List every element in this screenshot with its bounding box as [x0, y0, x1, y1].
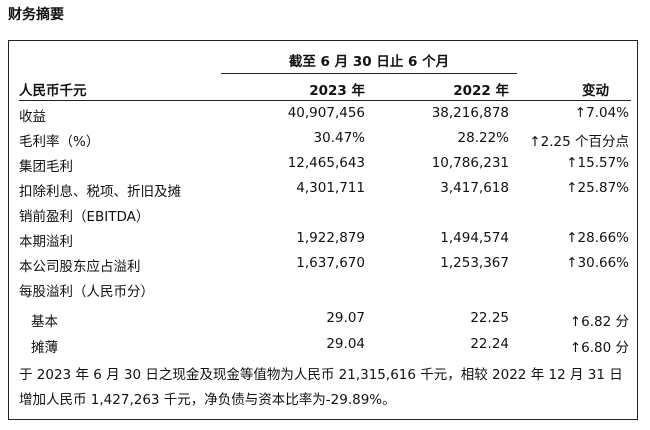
value-change: ↑30.66%	[566, 255, 629, 271]
section-title: 财务摘要	[8, 7, 64, 23]
value-2023: 4,301,711	[296, 180, 365, 196]
row-label: 基本	[31, 314, 58, 330]
table-row: 摊薄 29.04 22.24 ↑6.80 分	[9, 336, 637, 360]
financial-summary-table: 截至 6 月 30 日止 6 个月 人民币千元 2023 年 2022 年 变动…	[8, 40, 638, 420]
table-row: 收益 40,907,456 38,216,878 ↑7.04%	[9, 105, 637, 129]
row-label: 本公司股东应占溢利	[19, 259, 141, 275]
row-label: 每股溢利（人民币分）	[19, 284, 154, 300]
table-row: 基本 29.07 22.25 ↑6.82 分	[9, 310, 637, 334]
value-2022: 28.22%	[457, 130, 509, 146]
column-header-row: 人民币千元 2023 年 2022 年 变动	[9, 79, 637, 103]
value-change: ↑15.57%	[566, 155, 629, 171]
table-row: 销前盈利（EBITDA）	[9, 205, 637, 229]
value-2022: 38,216,878	[431, 105, 509, 121]
value-2023: 30.47%	[313, 130, 365, 146]
table-row: 每股溢利（人民币分）	[9, 280, 637, 304]
table-row: 本期溢利 1,922,879 1,494,574 ↑28.66%	[9, 230, 637, 254]
table-row: 扣除利息、税项、折旧及摊 4,301,711 3,417,618 ↑25.87%	[9, 180, 637, 204]
row-label: 集团毛利	[19, 159, 73, 175]
value-2023: 40,907,456	[287, 105, 365, 121]
value-2023: 29.04	[326, 336, 365, 352]
value-2022: 1,253,367	[440, 255, 509, 271]
value-2023: 29.07	[326, 310, 365, 326]
value-change: ↑6.80 分	[569, 340, 629, 356]
period-header: 截至 6 月 30 日止 6 个月	[288, 54, 450, 70]
value-2022: 10,786,231	[431, 155, 509, 171]
column-header-2022: 2022 年	[453, 83, 509, 99]
row-label: 销前盈利（EBITDA）	[19, 209, 150, 225]
value-2022: 22.24	[470, 336, 509, 352]
summary-note: 于 2023 年 6 月 30 日之现金及现金等值物为人民币 21,315,61…	[19, 367, 623, 408]
value-2023: 1,922,879	[296, 230, 365, 246]
column-header-2023: 2023 年	[309, 83, 365, 99]
row-label: 本期溢利	[19, 234, 73, 250]
value-change: ↑7.04%	[574, 105, 629, 121]
value-change: ↑2.25 个百分点	[529, 134, 629, 150]
table-row: 本公司股东应占溢利 1,637,670 1,253,367 ↑30.66%	[9, 255, 637, 279]
value-change: ↑25.87%	[566, 180, 629, 196]
value-2022: 22.25	[470, 310, 509, 326]
row-label: 扣除利息、税项、折旧及摊	[19, 184, 181, 200]
row-label: 毛利率（%）	[19, 134, 100, 150]
value-2023: 1,637,670	[296, 255, 365, 271]
value-change: ↑28.66%	[566, 230, 629, 246]
value-2023: 12,465,643	[287, 155, 365, 171]
value-change: ↑6.82 分	[569, 314, 629, 330]
column-header-change: 变动	[582, 83, 609, 99]
row-label: 摊薄	[31, 340, 58, 356]
column-header-unit: 人民币千元	[19, 83, 87, 99]
table-row: 毛利率（%） 30.47% 28.22% ↑2.25 个百分点	[9, 130, 637, 154]
value-2022: 1,494,574	[440, 230, 509, 246]
period-header-underline	[221, 73, 517, 74]
table-row: 集团毛利 12,465,643 10,786,231 ↑15.57%	[9, 155, 637, 179]
value-2022: 3,417,618	[440, 180, 509, 196]
header-divider	[19, 100, 631, 101]
row-label: 收益	[19, 109, 46, 125]
